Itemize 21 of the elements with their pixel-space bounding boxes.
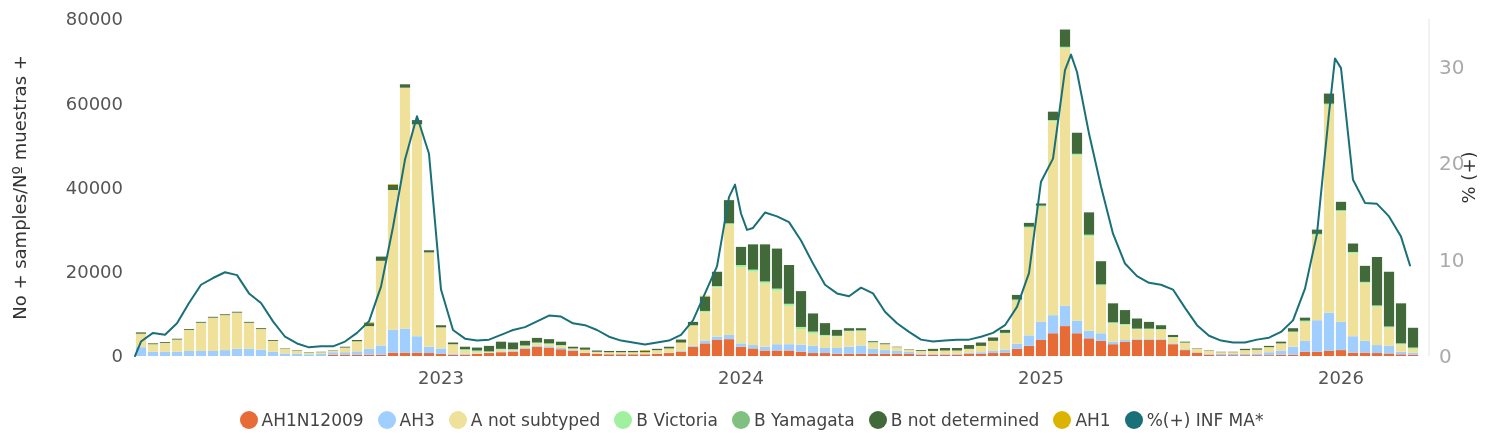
legend-label: AH1 — [1075, 410, 1111, 430]
y-tick-label: 60000 — [65, 92, 123, 114]
x-tick-label: 2026 — [1318, 367, 1364, 388]
y-tick-label: 0 — [111, 345, 123, 367]
legend-label: B Victoria — [636, 410, 718, 430]
legend-label: A not subtyped — [470, 410, 601, 430]
y-axis-title: No + samples/Nº muestras + — [9, 55, 30, 320]
x-tick-label: 2025 — [1018, 367, 1064, 388]
y-tick-label: 80000 — [65, 8, 123, 30]
legend-label: B not determined — [890, 410, 1040, 430]
legend-label: %(+) INF MA* — [1146, 410, 1264, 430]
y2-tick-label: 30 — [1439, 55, 1465, 80]
legend-label: AH3 — [399, 410, 435, 430]
x-tick-label: 2023 — [418, 367, 464, 388]
y2-tick-label: 0 — [1439, 344, 1452, 368]
y-tick-label: 20000 — [65, 261, 123, 283]
y-tick-label: 40000 — [65, 176, 123, 198]
legend-label: AH1N12009 — [261, 410, 364, 430]
legend-label: B Yamagata — [753, 410, 855, 430]
y2-tick-label: 10 — [1439, 247, 1465, 272]
x-tick-label: 2024 — [718, 367, 764, 388]
